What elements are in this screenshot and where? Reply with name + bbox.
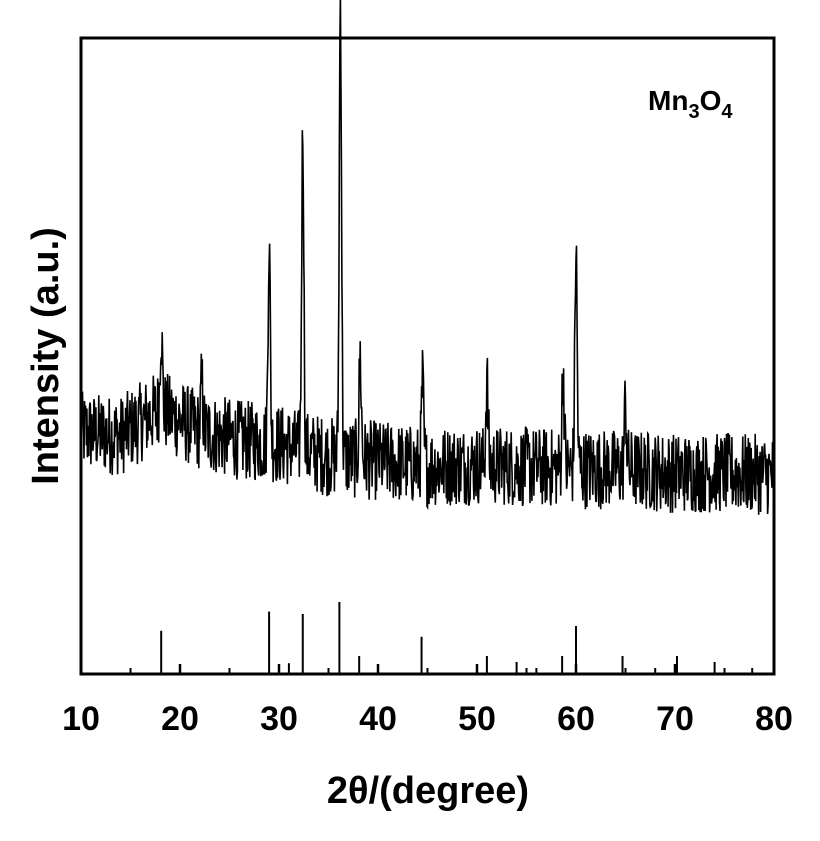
x-tick-label: 30 — [260, 700, 298, 738]
legend-label-sub2: 4 — [721, 101, 733, 123]
x-tick-label: 60 — [557, 700, 595, 738]
xrd-pattern-line — [80, 0, 775, 515]
legend-label-base: Mn — [648, 85, 688, 116]
legend-label: Mn3O4 — [648, 85, 733, 123]
x-tick-label: 40 — [359, 700, 397, 738]
x-tick-label: 20 — [161, 700, 199, 738]
xrd-pattern-layer — [80, 0, 775, 515]
plot-frame — [79, 36, 776, 676]
x-tick-label: 50 — [458, 700, 496, 738]
legend-label-sub1: 3 — [688, 101, 699, 123]
x-axis-ticks: 10 20 30 40 50 60 70 80 — [62, 664, 793, 738]
x-tick-label: 10 — [62, 700, 100, 738]
y-axis-title: Intensity (a.u.) — [25, 227, 67, 485]
x-axis-title: 2θ/(degree) — [327, 770, 529, 812]
legend-label-mid: O — [700, 85, 722, 116]
x-tick-label: 80 — [755, 700, 793, 738]
x-tick-label: 70 — [656, 700, 694, 738]
reference-lines-layer — [160, 602, 754, 674]
